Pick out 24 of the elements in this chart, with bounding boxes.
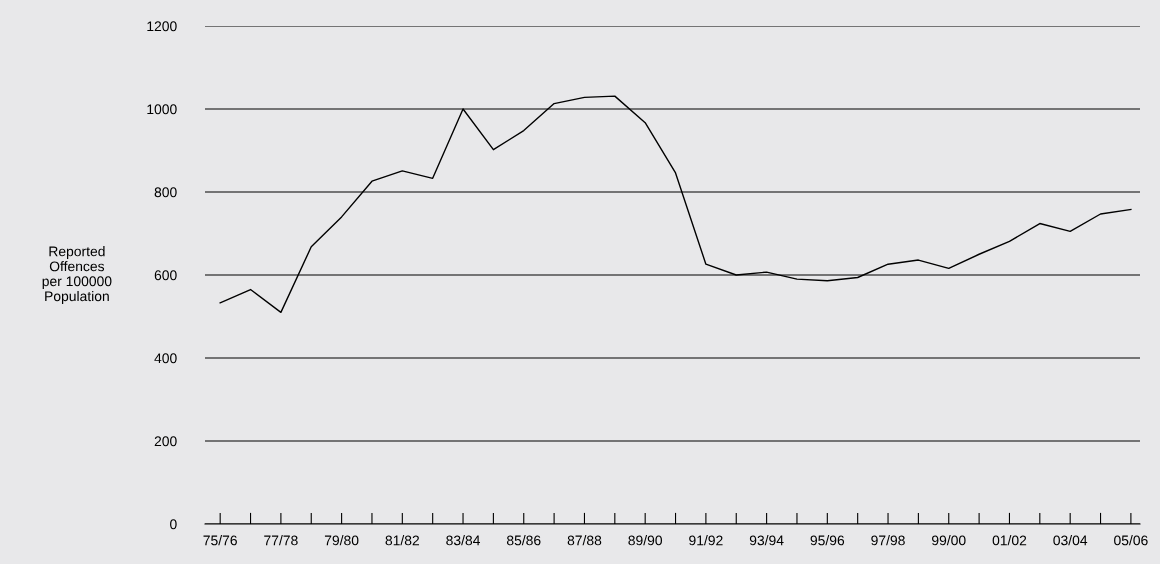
y-tick-label: 200 <box>154 436 177 447</box>
y-tick-label: 1000 <box>147 104 177 115</box>
y-tick-label: 400 <box>154 353 177 364</box>
x-tick-label: 75/76 <box>203 535 237 546</box>
x-tick-label: 99/00 <box>932 535 966 546</box>
y-tick-label: 1200 <box>147 21 177 32</box>
x-tick-label: 81/82 <box>385 535 419 546</box>
x-tick-label: 89/90 <box>628 535 663 546</box>
x-tick-label: 01/02 <box>992 535 1027 546</box>
x-tick-label: 91/92 <box>689 535 723 546</box>
x-tick-label: 03/04 <box>1053 535 1088 546</box>
x-tick-label: 79/80 <box>324 535 359 546</box>
x-tick-label: 97/98 <box>871 535 905 546</box>
x-tick-label: 05/06 <box>1114 535 1148 546</box>
x-tick-label: 95/96 <box>810 535 845 546</box>
y-axis-title: Reported Offences per 100000 Population <box>42 246 112 304</box>
x-tick-label: 87/88 <box>567 535 602 546</box>
x-tick-label: 85/86 <box>506 535 541 546</box>
x-tick-label: 93/94 <box>749 535 784 546</box>
x-tick-label: 83/84 <box>446 535 481 546</box>
x-tick-label: 77/78 <box>264 535 298 546</box>
y-tick-label: 800 <box>154 187 177 198</box>
y-tick-label: 600 <box>154 270 177 281</box>
y-tick-label: 0 <box>170 519 177 530</box>
